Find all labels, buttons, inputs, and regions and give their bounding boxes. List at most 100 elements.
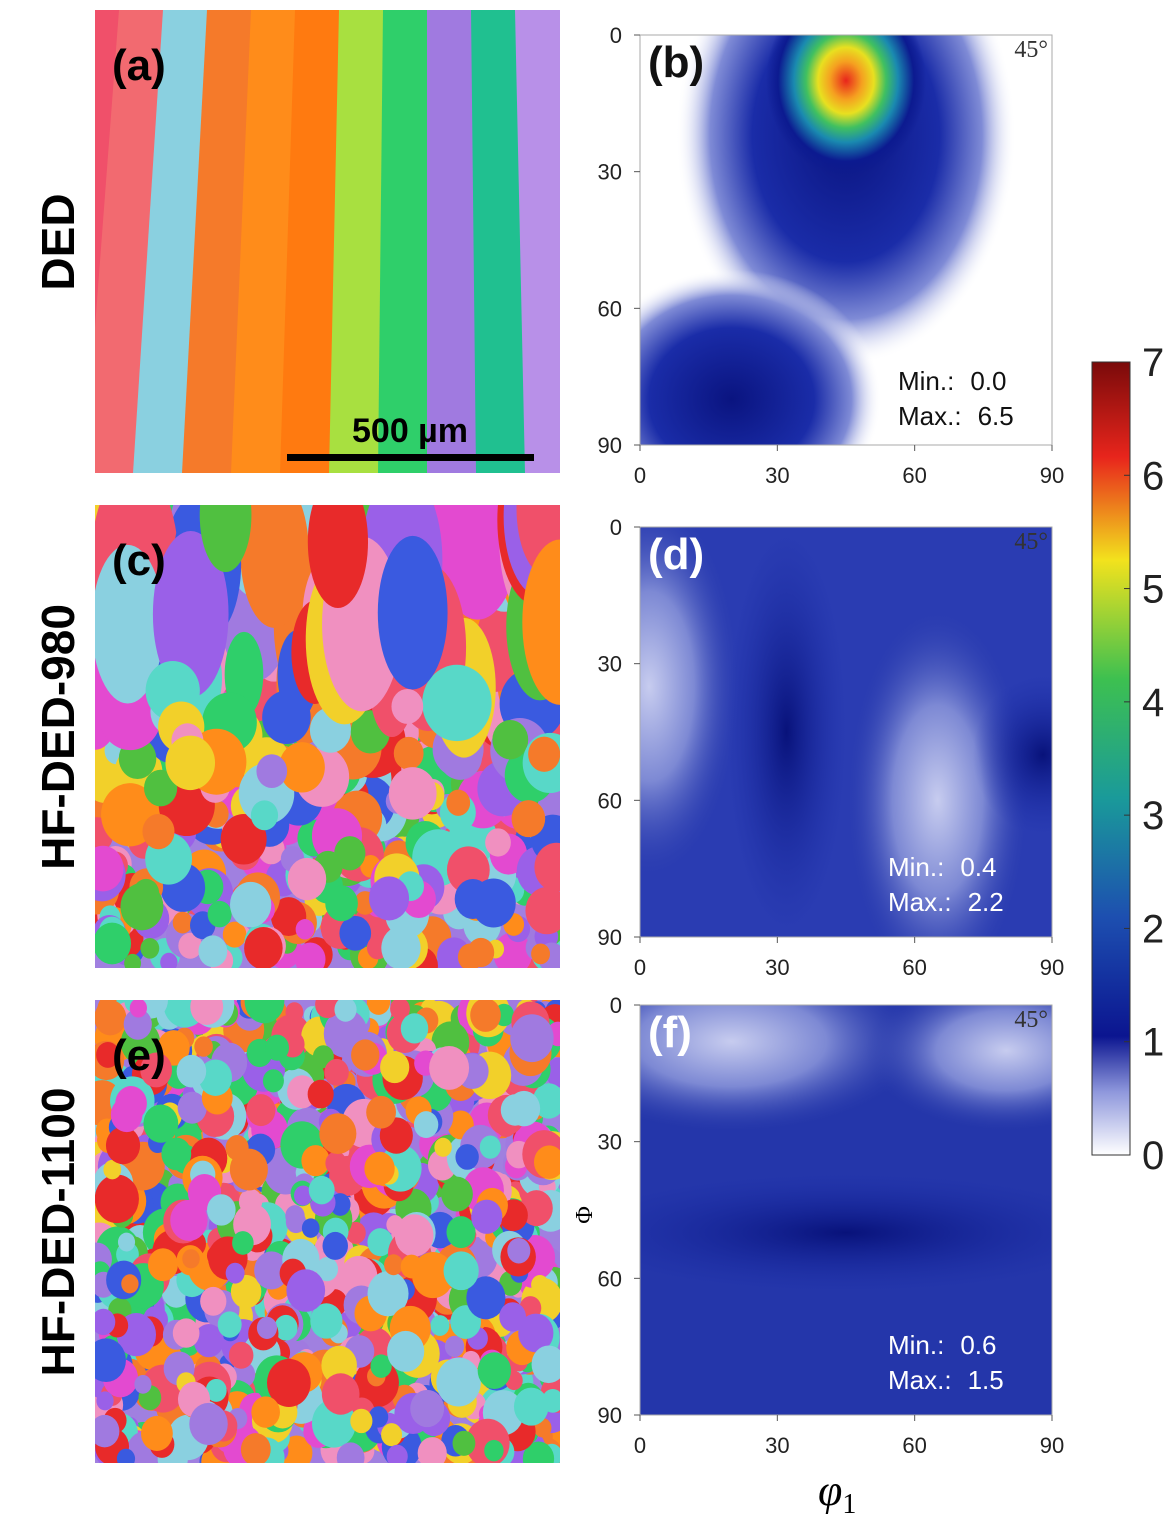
grain (400, 1254, 423, 1279)
grain (471, 1199, 503, 1234)
panel-label: (c) (112, 536, 166, 585)
min-label: Min.: (888, 852, 944, 882)
grain (444, 1335, 465, 1358)
grain (322, 1231, 348, 1260)
odf-contour (640, 269, 882, 445)
grain (522, 539, 560, 705)
ebsd-map (95, 10, 560, 473)
x-label-sub: 1 (842, 1489, 856, 1514)
grain (140, 937, 160, 959)
y-tick-label: 60 (598, 788, 622, 813)
grain (251, 1396, 280, 1428)
odf-contour (847, 610, 1028, 937)
grain (452, 1430, 476, 1456)
grain (368, 876, 410, 921)
odf-min: Min.: 0.4 (888, 852, 997, 882)
grain (95, 544, 164, 704)
odf-max: Max.: 1.5 (888, 1365, 1004, 1395)
panel-label: (f) (648, 1008, 692, 1057)
grain (417, 1437, 447, 1463)
grain (381, 926, 421, 968)
row-label: HF-DED-1100 (32, 1088, 84, 1377)
grain (531, 1274, 549, 1295)
min-value: 0.4 (960, 852, 996, 882)
grain (457, 943, 483, 968)
x-tick-label: 30 (765, 1433, 789, 1458)
panel-label: (d) (648, 530, 704, 579)
x-tick-label: 30 (765, 955, 789, 980)
grain (413, 1111, 439, 1138)
grain (240, 505, 309, 628)
max-value: 2.2 (968, 887, 1004, 917)
x-tick-label: 90 (1040, 1433, 1064, 1458)
grain (429, 1045, 470, 1090)
grain (368, 1406, 389, 1428)
grain (446, 789, 471, 816)
odf-min: Min.: 0.0 (898, 366, 1007, 396)
min-value: 0.6 (960, 1330, 996, 1360)
grain (528, 736, 560, 772)
scale-bar-label: 500 µm (352, 412, 468, 450)
y-tick-label: 60 (598, 1266, 622, 1291)
grain (510, 1014, 554, 1063)
grain (466, 1276, 506, 1320)
grain (189, 1402, 228, 1446)
grain (307, 1079, 334, 1109)
grain (400, 1013, 429, 1044)
grain (105, 1126, 141, 1165)
grain (207, 900, 232, 928)
x-tick-label: 60 (902, 955, 926, 980)
max-value: 6.5 (978, 401, 1014, 431)
odf-plot (640, 527, 1052, 937)
grain (520, 1190, 553, 1227)
grain (225, 1262, 245, 1284)
row-label: HF-DED-980 (32, 604, 84, 870)
grain (351, 1039, 380, 1071)
grain (133, 878, 160, 908)
x-tick-label: 0 (634, 463, 646, 488)
odf-contour (766, 35, 926, 176)
y-tick-label: 0 (610, 993, 622, 1018)
colorbar-tick-label: 3 (1142, 794, 1164, 838)
grain (95, 1174, 139, 1224)
grain (434, 1137, 452, 1157)
x-tick-label: 0 (634, 1433, 646, 1458)
grain (198, 1059, 233, 1096)
colorbar-tick-label: 0 (1142, 1134, 1164, 1178)
odf-contour (866, 1005, 1052, 1131)
colorbar-tick-label: 2 (1142, 907, 1164, 951)
panel-label: (b) (648, 38, 704, 87)
odf-max: Max.: 6.5 (898, 401, 1014, 431)
grain (287, 857, 327, 901)
grain (116, 1448, 136, 1463)
y-tick-label: 90 (598, 1403, 622, 1428)
grain (470, 1000, 501, 1032)
grain (340, 1255, 378, 1297)
odf-contour (726, 532, 847, 932)
grain (430, 1315, 450, 1336)
grain (387, 1330, 425, 1372)
grain (250, 800, 279, 831)
grain (176, 1054, 207, 1088)
odf-plot (640, 35, 1052, 445)
grain (294, 1185, 313, 1206)
y-tick-label: 30 (598, 1130, 622, 1155)
grain (386, 1444, 408, 1463)
grain (479, 1135, 501, 1159)
grain (391, 688, 424, 724)
min-label: Min.: (898, 366, 954, 396)
grain (533, 1145, 560, 1179)
y-axis-label: Φ (572, 1206, 598, 1224)
grain (513, 1387, 549, 1426)
grain (388, 767, 437, 820)
angle-label: 45° (1014, 37, 1048, 63)
grain (230, 1274, 262, 1309)
grain (393, 736, 424, 770)
grain (117, 1232, 136, 1252)
grain (144, 769, 178, 807)
grain (295, 919, 315, 940)
odf-max: Max.: 2.2 (888, 887, 1004, 917)
odf-min: Min.: 0.6 (888, 1330, 997, 1360)
